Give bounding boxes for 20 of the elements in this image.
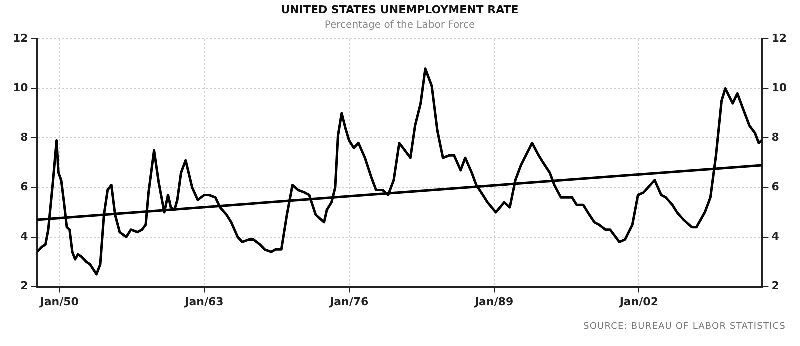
y-tick-label: 12 — [12, 32, 28, 46]
y-tick-label: 2 — [20, 280, 28, 293]
x-tick-label: Jan/63 — [184, 295, 224, 308]
x-tick-label: Jan/50 — [39, 295, 80, 308]
chart-title: UNITED STATES UNEMPLOYMENT RATE — [281, 3, 519, 16]
source-note: SOURCE: BUREAU OF LABOR STATISTICS — [584, 322, 786, 332]
x-tick-label: Jan/89 — [474, 295, 514, 308]
y-tick-label: 4 — [20, 230, 29, 244]
y-tick-label: 10 — [12, 82, 29, 95]
y2-tick-label: 4 — [772, 230, 780, 244]
y2-tick-label: 6 — [772, 180, 780, 194]
y2-tick-label: 12 — [772, 32, 788, 46]
y-tick-label: 6 — [20, 180, 29, 194]
chart-subtitle: Percentage of the Labor Force — [324, 20, 476, 31]
y2-tick-label: 10 — [772, 82, 788, 95]
x-tick-label: Jan/76 — [329, 295, 370, 308]
y2-tick-label: 2 — [772, 280, 780, 293]
y2-tick-label: 8 — [772, 131, 780, 144]
x-tick-label: Jan/02 — [618, 295, 658, 308]
y-tick-label: 8 — [20, 131, 28, 144]
